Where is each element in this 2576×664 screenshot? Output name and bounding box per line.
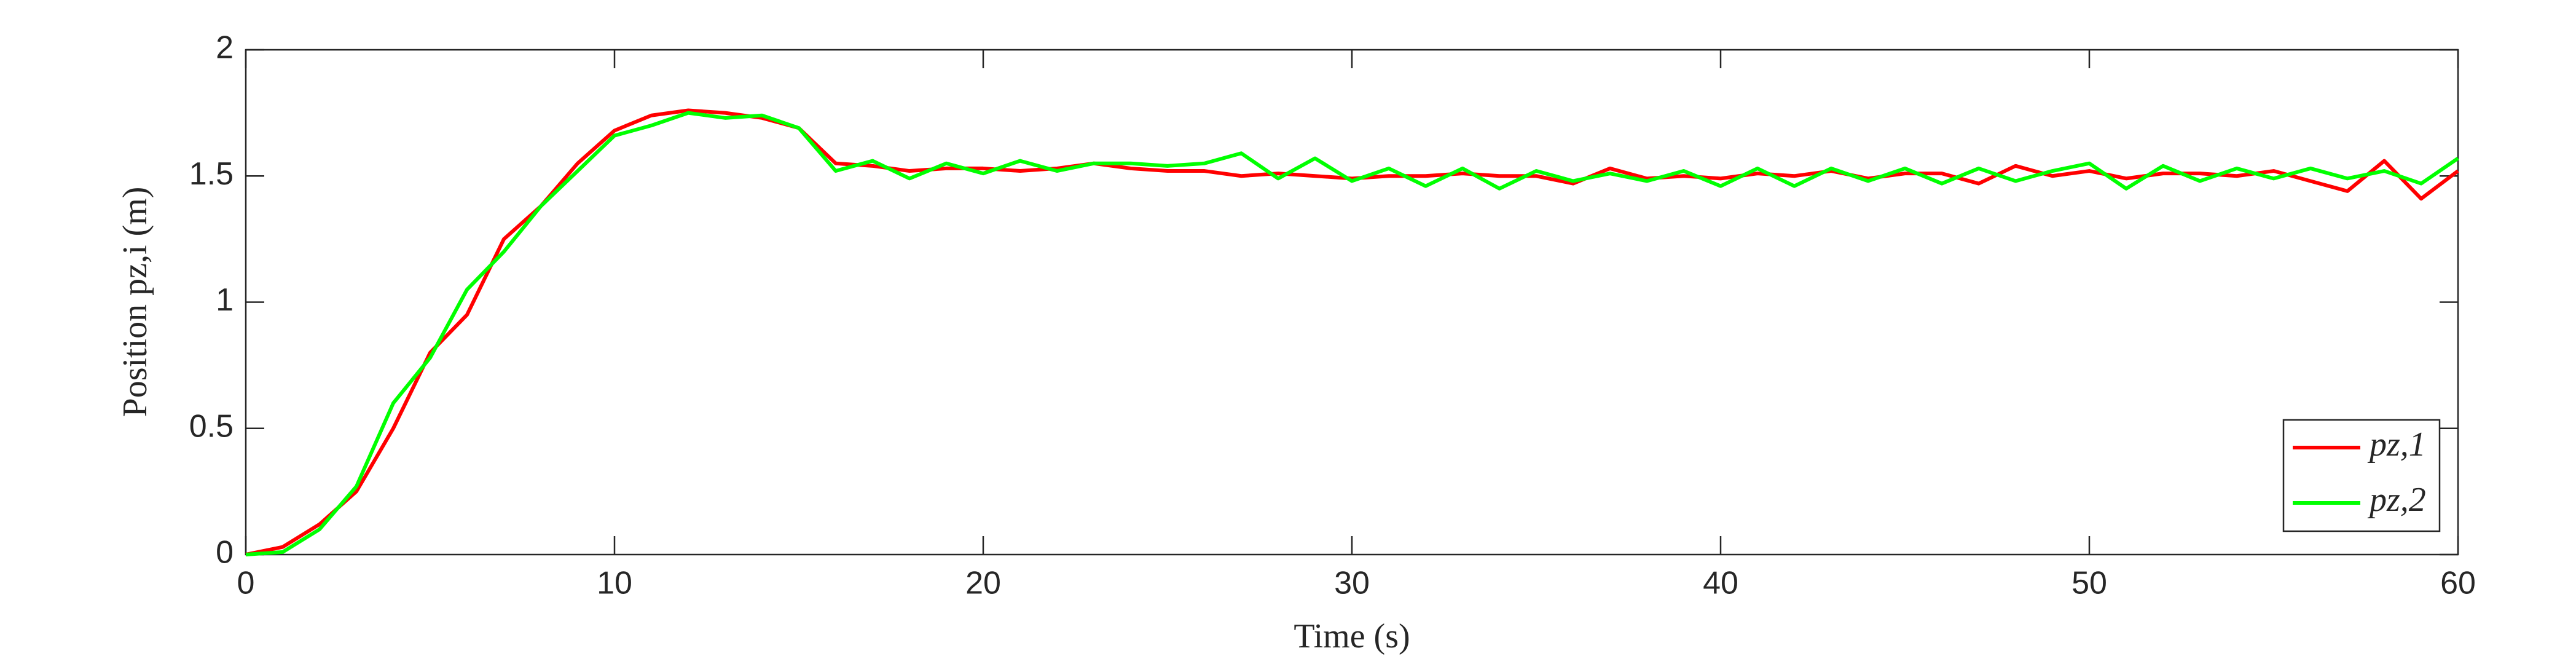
x-tick-label: 60 <box>2440 566 2476 601</box>
y-tick-label: 0.5 <box>189 408 234 444</box>
legend-box <box>2282 419 2441 532</box>
y-tick-label: 1 <box>216 282 234 318</box>
y-tick-label: 0 <box>216 535 234 571</box>
x-tick-label: 0 <box>237 566 255 601</box>
x-axis-label: Time (s) <box>1294 617 1410 655</box>
y-axis-label: Position pz,i (m) <box>116 187 154 417</box>
y-tick-label: 1.5 <box>189 156 234 192</box>
x-tick-label: 40 <box>1703 566 1738 601</box>
x-tick-label: 30 <box>1334 566 1370 601</box>
line-series <box>245 108 2459 556</box>
line-series <box>245 111 2459 556</box>
plot-area <box>245 49 2459 556</box>
x-tick-label: 10 <box>597 566 632 601</box>
x-tick-label: 20 <box>965 566 1001 601</box>
x-tick-label: 50 <box>2071 566 2107 601</box>
legend-label: pz,2 <box>2367 481 2426 519</box>
y-tick-label: 2 <box>216 30 234 66</box>
legend-label: pz,1 <box>2367 425 2426 464</box>
